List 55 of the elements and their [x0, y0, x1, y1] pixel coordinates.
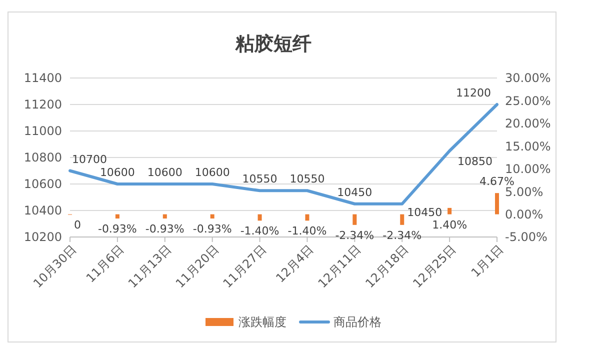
y-tick-label: 11200 [24, 98, 62, 112]
y-tick-label: 10600 [24, 177, 62, 192]
bar [495, 193, 499, 214]
y2-tick-label: 25.00% [505, 94, 551, 108]
data-label: -2.34% [335, 228, 374, 242]
bar [210, 214, 214, 219]
bar [448, 208, 452, 214]
x-tick-label: 10月30日 [30, 242, 80, 291]
data-label: 0 [74, 218, 81, 232]
data-label: 1.40% [432, 218, 468, 232]
data-label: -0.93% [192, 222, 232, 236]
bar [400, 214, 404, 225]
data-label: -1.40% [240, 224, 280, 238]
data-label: -0.93% [145, 222, 184, 236]
x-tick-label: 12月4日 [273, 242, 316, 286]
x-tick-label: 11月27日 [220, 242, 269, 291]
y2-tick-label: -5.00% [505, 230, 548, 244]
bar [352, 214, 357, 225]
data-label: 10850 [458, 154, 493, 168]
y-tick-label: 11400 [24, 71, 62, 86]
bar [115, 214, 120, 219]
x-tick-label: 1月1日 [468, 242, 506, 280]
data-label: -0.93% [98, 222, 137, 236]
data-label: 11200 [456, 86, 491, 100]
legend-label: 涨跌幅度 [238, 315, 286, 330]
data-label: 10450 [407, 206, 442, 219]
x-tick-label: 11月20日 [172, 242, 222, 291]
x-tick-label: 12月25日 [410, 242, 459, 291]
bar [162, 214, 167, 219]
data-label: 10450 [337, 186, 372, 199]
chart-title: 粘胶短纤 [234, 33, 312, 55]
y2-tick-label: 15.00% [505, 139, 551, 154]
x-tick-label: 11月6日 [83, 242, 127, 286]
y2-tick-label: 0.00% [505, 207, 544, 222]
y2-tick-label: 30.00% [505, 71, 551, 86]
x-tick-label: 12月18日 [362, 242, 412, 291]
data-label: 10600 [194, 166, 230, 179]
y-tick-label: 10400 [24, 204, 62, 218]
data-label: 10600 [147, 166, 182, 179]
legend-label: 商品价格 [334, 315, 382, 330]
x-tick-label: 11月13日 [126, 242, 174, 291]
y2-tick-label: 10.00% [505, 162, 551, 176]
bar [258, 214, 262, 221]
y2-tick-label: 20.00% [505, 116, 551, 131]
data-label: 10550 [242, 172, 278, 186]
data-label: -1.40% [288, 224, 327, 238]
data-label: 10700 [72, 152, 107, 166]
data-label: 10550 [290, 172, 325, 186]
bar [305, 214, 310, 221]
y-tick-label: 11000 [24, 124, 62, 138]
y-tick-label: 10800 [24, 150, 62, 165]
data-label: 10600 [100, 166, 135, 179]
x-tick-label: 12月11日 [315, 242, 364, 291]
data-label: -2.34% [382, 228, 422, 242]
y-tick-label: 10200 [24, 230, 62, 244]
